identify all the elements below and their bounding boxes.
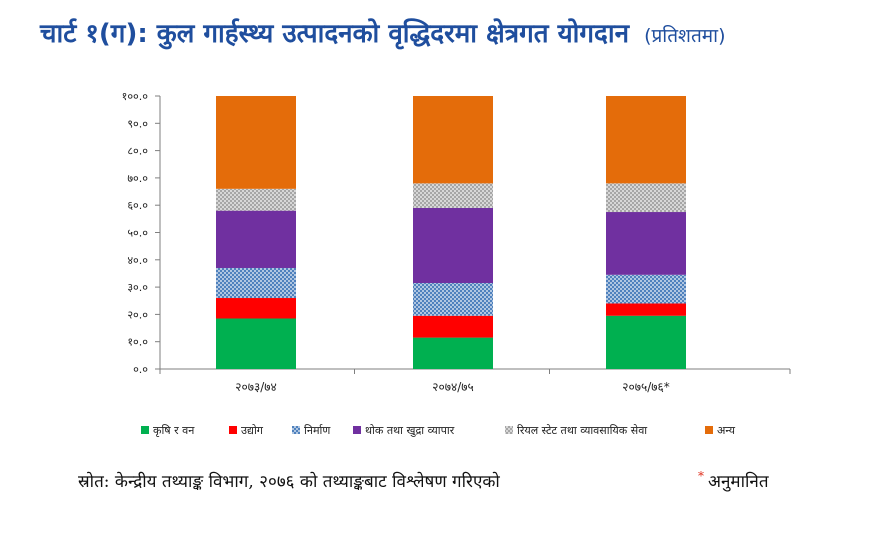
- y-tick-label: ९०.०: [127, 117, 148, 130]
- y-tick-label: ५०.०: [127, 227, 148, 240]
- legend-label: रियल स्टेट तथा व्यावसायिक सेवा: [517, 424, 647, 437]
- x-tick-label: २०७५/७६*: [622, 380, 669, 394]
- legend-label: कृषि र वन: [153, 424, 195, 437]
- legend-swatch: [705, 426, 713, 434]
- estimate-note-text: अनुमानित: [708, 472, 769, 492]
- bar-segment: [216, 96, 296, 189]
- y-tick-label: ७०.०: [127, 172, 148, 185]
- y-tick-label: ६०.०: [127, 199, 148, 212]
- x-tick-label: २०७३/७४: [235, 380, 276, 394]
- y-tick-label: १००.०: [122, 90, 149, 103]
- legend-swatch: [505, 426, 513, 434]
- bar-segment: [216, 318, 296, 369]
- legend-swatch: [229, 426, 237, 434]
- y-tick-label: ०.०: [133, 363, 148, 376]
- bar-segment: [216, 267, 296, 299]
- legend-label: थोक तथा खुद्रा व्यापार: [365, 424, 455, 437]
- y-tick-label: ४०.०: [127, 254, 148, 267]
- legend-label: उद्योग: [241, 424, 264, 437]
- chart-title: चार्ट १(ग): कुल गार्हस्थ्य उत्पादनको वृद…: [40, 14, 880, 50]
- y-tick-label: ८०.०: [127, 145, 148, 158]
- legend: कृषि र वन उद्योग निर्माण थोक तथा खुद्रा व्य…: [141, 424, 736, 437]
- y-tick-label: १०.०: [127, 336, 148, 349]
- bar-segment: [216, 210, 296, 268]
- bar-segment: [216, 298, 296, 319]
- y-tick-label: २०.०: [127, 308, 148, 321]
- legend-swatch: [292, 426, 300, 434]
- legend-label: निर्माण: [304, 424, 331, 437]
- legend-swatch: [141, 426, 149, 434]
- bar-segment: [606, 274, 686, 304]
- bar-segment: [413, 96, 493, 184]
- legend-swatch: [353, 426, 361, 434]
- y-axis: ०.० १०.० २०.० ३०.० ४०.० ५०.० ६०.० ७०.० ८०.० ९०.० १…: [122, 90, 791, 376]
- bar-segment: [413, 183, 493, 208]
- bar-segment: [606, 303, 686, 316]
- chart-subtitle: (प्रतिशतमा): [644, 25, 726, 47]
- bar-segment: [413, 283, 493, 316]
- bar-segment: [606, 212, 686, 275]
- bar-segment: [606, 96, 686, 184]
- bar-segment: [413, 337, 493, 369]
- x-tick-label: २०७४/७५: [432, 380, 473, 394]
- chart-title-text: चार्ट १(ग): कुल गार्हस्थ्य उत्पादनको वृद…: [40, 19, 630, 49]
- bars-group: [216, 96, 686, 369]
- bar-segment: [216, 188, 296, 211]
- bar-segment: [606, 183, 686, 213]
- legend-label: अन्य: [717, 424, 736, 437]
- source-note: स्रोत: केन्द्रीय तथ्याङ्क विभाग, २०७६ को…: [78, 472, 500, 492]
- bar-segment: [413, 207, 493, 284]
- x-axis-labels: २०७३/७४ २०७४/७५ २०७५/७६*: [235, 380, 669, 394]
- estimate-mark: *: [698, 469, 704, 483]
- bar-segment: [413, 315, 493, 338]
- bar-segment: [606, 315, 686, 369]
- estimate-note: * अनुमानित: [698, 469, 769, 492]
- y-tick-label: ३०.०: [127, 281, 148, 294]
